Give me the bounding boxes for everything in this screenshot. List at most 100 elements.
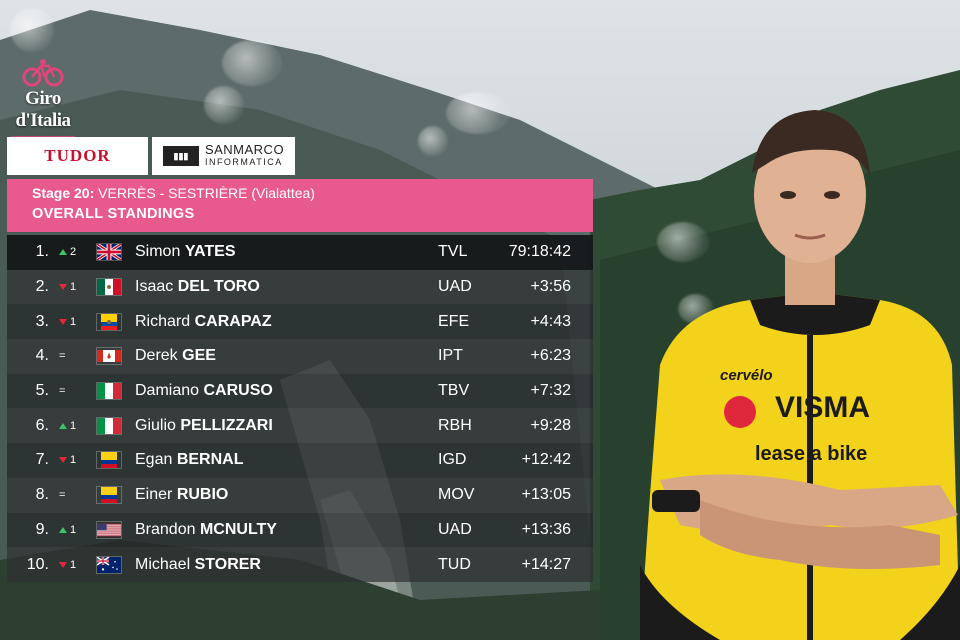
team-code: IPT (438, 347, 463, 365)
standings-row: 1. 2 Simon YATES TVL 79:18:42 (7, 235, 593, 270)
rider-last-name: PELLIZZARI (180, 416, 273, 434)
position-change-value: 1 (70, 523, 77, 536)
standings-row: 8. = Einer RUBIO MOV +13:05 (7, 477, 593, 513)
gc-time: +9:28 (530, 416, 571, 434)
team-code: EFE (438, 312, 470, 330)
position-change: 1 (59, 454, 76, 466)
rider-first-name: Egan (135, 451, 173, 469)
rider-last-name: RUBIO (176, 486, 229, 504)
standings-table: 1. 2 Simon YATES TVL 79:18:42 2. 1 Isaac DEL TO… (7, 235, 593, 582)
rider-name: Brandon MCNULTY (135, 521, 277, 539)
standings-row: 9. 1 Brandon MCNULTY UAD +13:36 (7, 512, 593, 548)
gc-time: +14:27 (521, 555, 571, 573)
position-change: 2 (59, 246, 76, 258)
rank: 6. (35, 416, 49, 434)
position-change-value: = (59, 385, 66, 398)
rider-name: Simon YATES (135, 243, 236, 261)
rider-first-name: Michael (135, 555, 191, 573)
position-change: = (59, 350, 65, 362)
standings-row: 3. 1 Richard CARAPAZ EFE +4:43 (7, 304, 593, 340)
rider-first-name: Richard (135, 312, 191, 330)
svg-text:lease a bike: lease a bike (755, 443, 867, 465)
rider-first-name: Isaac (135, 278, 174, 296)
team-code: IGD (438, 451, 467, 469)
team-code: RBH (438, 416, 472, 434)
rider-last-name: CARAPAZ (194, 312, 272, 330)
standings-row: 10. 1 Michael STORER TUD +14:27 (7, 547, 593, 582)
giro-logo-text: Giro d'Italia (15, 88, 71, 131)
rider-last-name: DEL TORO (177, 278, 260, 296)
stage-prefix: Stage 20: (32, 185, 95, 201)
arrow-down-icon (59, 284, 67, 291)
standings-row: 4. = Derek GEE IPT +6:23 (7, 339, 593, 374)
rider-last-name: GEE (182, 347, 216, 365)
position-change: 1 (59, 420, 76, 432)
rider-first-name: Brandon (135, 520, 196, 538)
position-change: = (59, 489, 65, 501)
flag-mx-icon (96, 278, 122, 297)
rank: 3. (35, 312, 49, 330)
rider-first-name: Derek (135, 347, 178, 365)
gc-time: +13:05 (521, 486, 571, 504)
gc-time: +7:32 (530, 382, 571, 400)
standings-row: 7. 1 Egan BERNAL IGD +12:42 (7, 443, 593, 478)
tudor-sponsor-text: TUDOR (44, 146, 111, 165)
standings-row: 5. = Damiano CARUSO TBV +7:32 (7, 373, 593, 409)
position-change: 1 (59, 316, 76, 328)
position-change-value: = (59, 350, 66, 363)
flag-us-icon (96, 520, 122, 539)
standings-row: 6. 1 Giulio PELLIZZARI RBH +9:28 (7, 408, 593, 444)
stage-line: Stage 20: VERRÈS - SESTRIÈRE (Vialattea) (32, 185, 315, 201)
gc-time: +4:43 (530, 312, 571, 330)
arrow-up-icon (59, 526, 67, 533)
sanmarco-sub: INFORMATICA (204, 157, 283, 167)
position-change-value: = (59, 489, 66, 502)
position-change: 1 (59, 524, 76, 536)
rank: 7. (35, 451, 49, 469)
arrow-down-icon (59, 318, 67, 325)
rider-last-name: BERNAL (176, 451, 244, 469)
flag-ca-icon (96, 347, 122, 366)
position-change-value: 1 (70, 281, 77, 294)
position-change: 1 (59, 559, 76, 571)
bicycle-icon (22, 59, 64, 87)
team-code: UAD (438, 278, 472, 296)
rider-name: Derek GEE (135, 347, 216, 365)
flag-co-icon (96, 451, 122, 470)
position-change: = (59, 385, 65, 397)
rider-name: Giulio PELLIZZARI (135, 417, 273, 435)
tudor-sponsor-logo: TUDOR (7, 137, 148, 175)
arrow-down-icon (59, 561, 67, 568)
position-change-value: 1 (70, 558, 77, 571)
arrow-up-icon (59, 249, 67, 256)
position-change-value: 1 (70, 454, 77, 467)
rider-name: Isaac DEL TORO (135, 278, 260, 296)
rider-name: Damiano CARUSO (135, 382, 273, 400)
arrow-down-icon (59, 457, 67, 464)
rider-photo: cervélo VISMA lease a bike (640, 110, 960, 640)
rider-first-name: Simon (135, 243, 181, 261)
position-change-value: 1 (70, 419, 77, 432)
sanmarco-sponsor-logo: ▮▮▮ SANMARCO INFORMATICA (152, 137, 295, 175)
rank: 5. (35, 382, 49, 400)
team-code: MOV (438, 486, 475, 504)
rank: 1. (35, 243, 49, 261)
svg-text:cervélo: cervélo (720, 367, 773, 384)
rider-last-name: MCNULTY (199, 520, 277, 538)
giro-logo: Giro d'Italia (6, 58, 80, 138)
arrow-up-icon (59, 422, 67, 429)
sanmarco-name: SANMARCO (204, 142, 285, 157)
stage-name: VERRÈS - SESTRIÈRE (Vialattea) (98, 185, 315, 201)
gc-time: 79:18:42 (508, 243, 571, 261)
flag-ec-icon (96, 312, 122, 331)
rider-name: Richard CARAPAZ (135, 313, 272, 331)
team-code: TBV (438, 382, 470, 400)
rider-last-name: YATES (184, 243, 236, 261)
position-change: 1 (59, 281, 76, 293)
gc-time: +13:36 (521, 520, 571, 538)
team-code: TUD (438, 555, 471, 573)
flag-it-icon (96, 416, 122, 435)
standings-title: OVERALL STANDINGS (32, 206, 195, 222)
rider-first-name: Giulio (135, 416, 176, 434)
position-change-value: 1 (70, 315, 77, 328)
